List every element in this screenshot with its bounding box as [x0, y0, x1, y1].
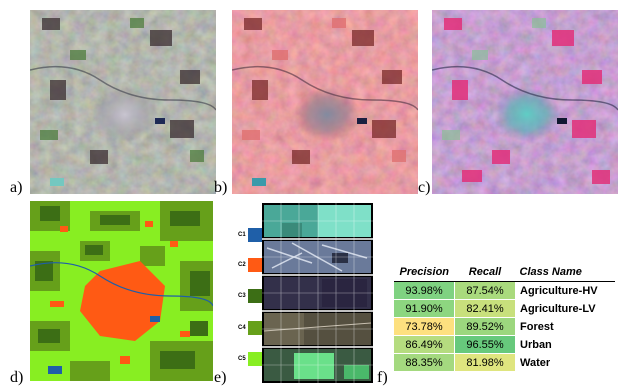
precision-cell: 86.49%	[394, 335, 455, 354]
classification-map	[30, 201, 213, 381]
header-precision: Precision	[394, 263, 455, 282]
table-row: 88.35% 81.98% Water	[394, 353, 615, 372]
precision-cell: 73.78%	[394, 317, 455, 336]
table-row: 73.78% 89.52% Forest	[394, 317, 615, 336]
class-label-c3: C3	[238, 293, 246, 299]
class-label-c2: C2	[238, 262, 246, 268]
class-sample-patches	[262, 203, 373, 383]
class-swatch-c4	[248, 321, 262, 335]
header-recall: Recall	[454, 263, 516, 282]
panel-label-c: c)	[418, 179, 431, 196]
precision-recall-table: Precision Recall Class Name 93.98% 87.54%…	[394, 263, 615, 372]
class-name-cell: Agriculture-LV	[515, 299, 615, 318]
recall-cell: 81.98%	[454, 353, 516, 372]
image-swir-composite	[432, 10, 618, 194]
class-label-c4: C4	[238, 325, 246, 331]
precision-cell: 88.35%	[394, 353, 455, 372]
class-label-c1: C1	[238, 232, 246, 238]
panel-label-d: d)	[10, 369, 24, 386]
class-name-cell: Forest	[515, 317, 615, 336]
precision-cell: 91.90%	[394, 299, 455, 318]
class-name-cell: Agriculture-HV	[515, 281, 615, 300]
image-natural-color	[30, 10, 216, 194]
panel-label-e: e)	[214, 369, 227, 386]
header-class-name: Class Name	[515, 263, 615, 282]
class-swatch-c1	[248, 228, 262, 242]
table-row: 91.90% 82.41% Agriculture-LV	[394, 299, 615, 318]
class-swatch-c2	[248, 258, 262, 272]
recall-cell: 87.54%	[454, 281, 516, 300]
recall-cell: 82.41%	[454, 299, 516, 318]
precision-cell: 93.98%	[394, 281, 455, 300]
image-false-color-infrared	[232, 10, 418, 194]
class-name-cell: Urban	[515, 335, 615, 354]
panel-label-b: b)	[214, 179, 228, 196]
class-name-cell: Water	[515, 353, 615, 372]
table-row: 93.98% 87.54% Agriculture-HV	[394, 281, 615, 300]
panel-label-a: a)	[10, 179, 23, 196]
recall-cell: 96.55%	[454, 335, 516, 354]
recall-cell: 89.52%	[454, 317, 516, 336]
class-label-c5: C5	[238, 356, 246, 362]
panel-label-f: f)	[377, 369, 388, 386]
class-swatch-c5	[248, 352, 262, 366]
table-row: 86.49% 96.55% Urban	[394, 335, 615, 354]
class-swatch-c3	[248, 289, 262, 303]
